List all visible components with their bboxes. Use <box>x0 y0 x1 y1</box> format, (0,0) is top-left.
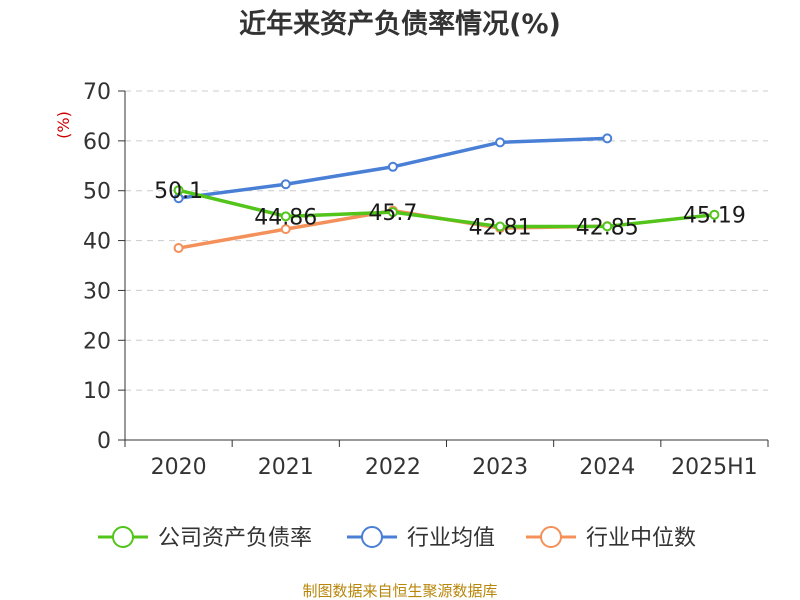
chart-title: 近年来资产负债率情况(%) <box>239 8 561 40</box>
series-1 <box>173 133 613 204</box>
legend-item-2[interactable]: 行业中位数 <box>526 526 696 551</box>
x-tick-label: 2023 <box>472 455 528 480</box>
legend-marker <box>112 526 134 548</box>
y-tick-label: 70 <box>83 80 111 105</box>
y-tick-label: 0 <box>97 429 111 454</box>
legend-label: 行业均值 <box>407 526 495 551</box>
x-tick-label: 2024 <box>579 455 635 480</box>
y-tick-label: 30 <box>83 279 111 304</box>
series-line <box>176 188 717 229</box>
data-point <box>173 185 184 196</box>
y-axis-unit-label: (%) <box>54 111 73 139</box>
y-tick-label: 60 <box>83 130 111 155</box>
y-tick-label: 40 <box>83 230 111 255</box>
data-label: 50.1 <box>154 179 203 204</box>
series-layer <box>173 133 720 254</box>
legend-label: 公司资产负债率 <box>158 526 312 551</box>
data-point <box>173 243 184 254</box>
data-point <box>280 211 291 222</box>
grid-layer <box>125 90 768 391</box>
source-text: 制图数据来自恒生聚源数据库 <box>302 582 497 600</box>
data-label-layer: 50.1 44.86 45.7 42.81 42.85 45.19 <box>154 179 746 240</box>
x-tick-label: 2022 <box>365 455 421 480</box>
data-point <box>495 221 506 232</box>
series-0 <box>173 185 720 232</box>
data-point <box>602 221 613 232</box>
legend-marker <box>361 526 383 548</box>
data-label: 45.7 <box>368 201 417 226</box>
y-tick-label: 20 <box>83 329 111 354</box>
legend-marker <box>540 526 562 548</box>
y-tick-label: 50 <box>83 180 111 205</box>
x-tick-label: 2021 <box>258 455 314 480</box>
data-point <box>280 179 291 190</box>
data-point <box>280 224 291 235</box>
data-point <box>495 137 506 148</box>
legend-item-1[interactable]: 行业均值 <box>347 526 495 551</box>
legend[interactable]: 公司资产负债率 行业均值 行业中位数 <box>98 526 696 551</box>
y-tick-label: 10 <box>83 379 111 404</box>
data-label: 44.86 <box>254 205 317 230</box>
data-point <box>602 133 613 144</box>
data-label: 45.19 <box>683 204 746 229</box>
x-tick-label: 2020 <box>151 455 207 480</box>
legend-label: 行业中位数 <box>586 526 696 551</box>
data-label: 42.85 <box>576 215 639 240</box>
legend-item-0[interactable]: 公司资产负债率 <box>98 526 312 551</box>
data-point <box>387 207 398 218</box>
axis-layer: 0 10 20 30 40 50 60 70 2020 2021 2022 2023 2024 2025H… <box>83 80 769 480</box>
data-point <box>387 161 398 172</box>
data-label: 42.81 <box>469 216 532 241</box>
data-point <box>709 209 720 220</box>
x-tick-label: 2025H1 <box>671 455 758 480</box>
